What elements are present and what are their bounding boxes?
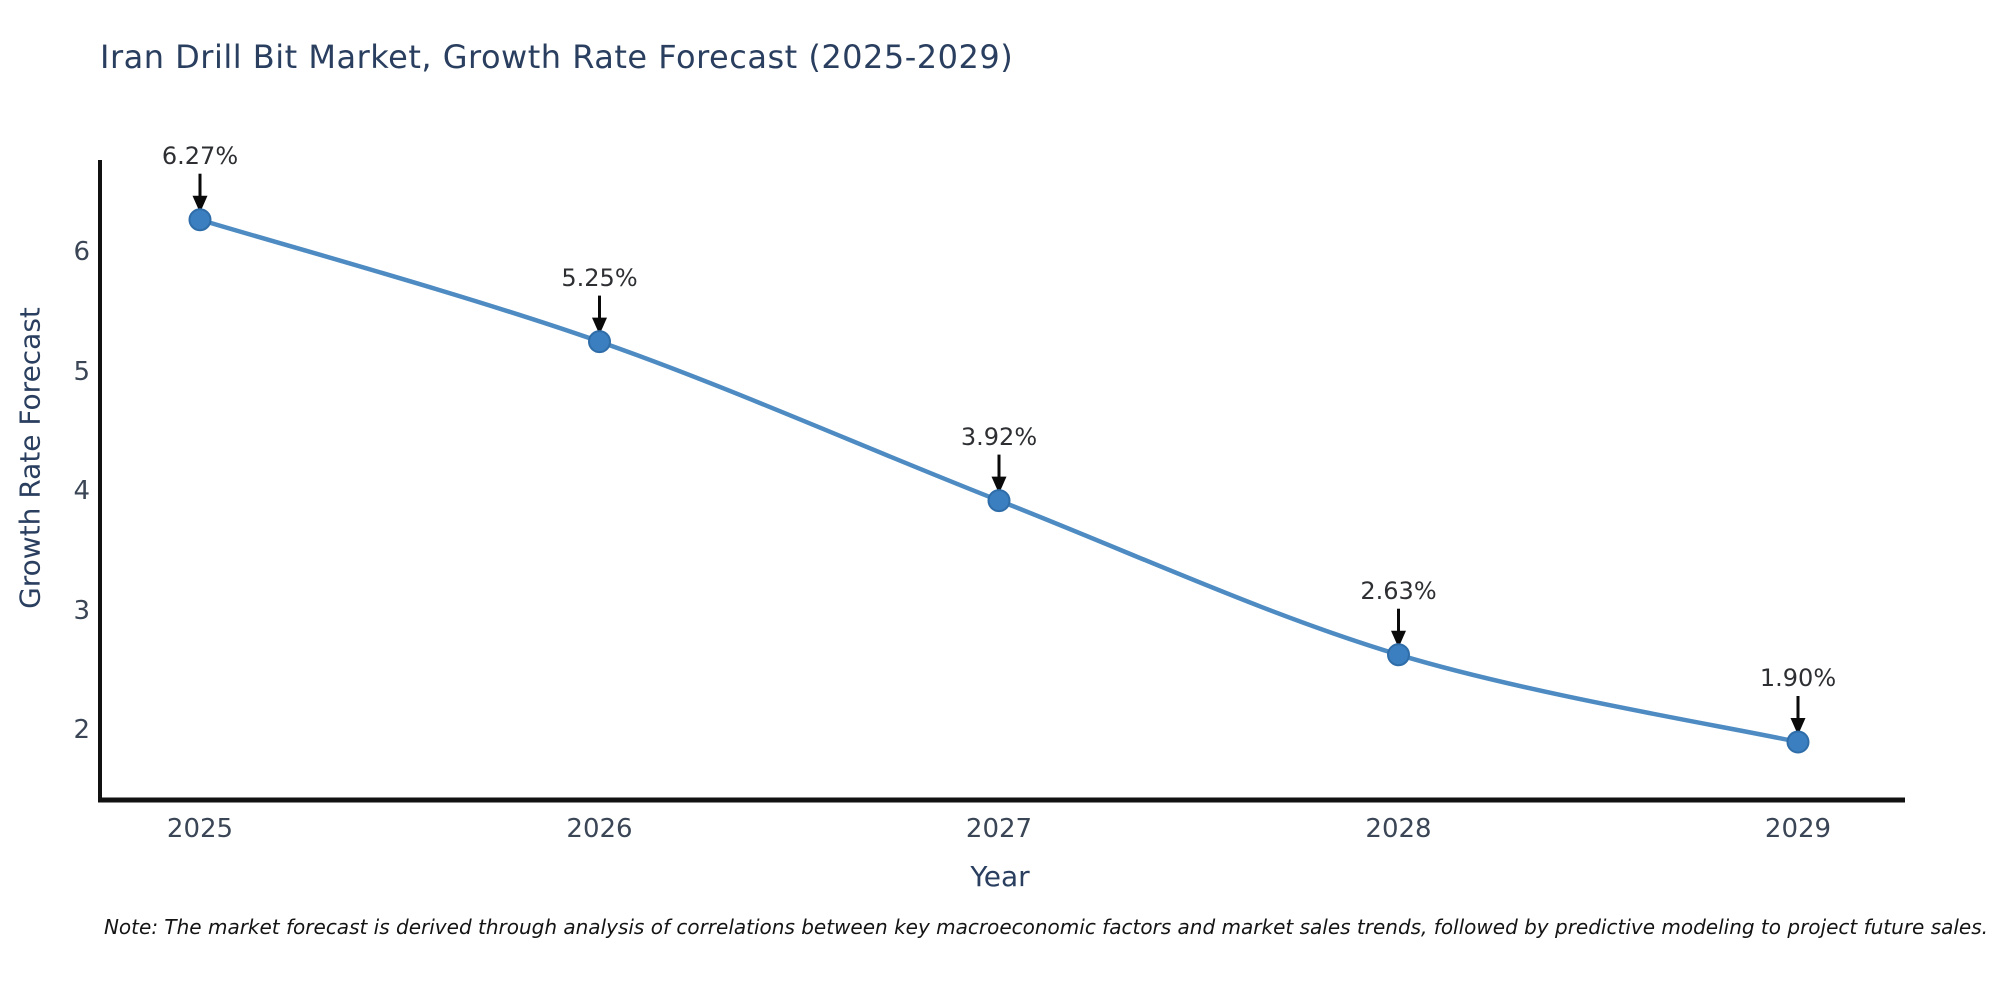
data-point-marker [188,208,212,232]
point-annotation-label: 5.25% [561,263,638,292]
data-point-marker [1786,730,1810,754]
x-tick-label: 2025 [166,814,234,844]
x-tick-label: 2029 [1764,814,1832,844]
x-tick-label: 2027 [965,814,1033,844]
y-axis-title: Growth Rate Forecast [13,307,47,609]
data-point-marker [588,330,611,354]
data-point-marker [1387,643,1410,667]
point-annotation-label: 6.27% [161,141,239,170]
annotation-arrowhead-icon [991,476,1007,494]
y-tick-label: 6 [73,237,90,267]
annotation-arrowhead-icon [592,317,607,335]
y-tick-label: 5 [73,356,90,387]
chart-title: Iran Drill Bit Market, Growth Rate Forec… [100,38,1014,76]
y-tick-label: 3 [73,595,90,626]
footnote: Note: The market forecast is derived thr… [103,915,1989,939]
x-tick-label: 2026 [566,814,633,844]
y-tick-label: 4 [73,476,90,506]
point-annotation-label: 3.92% [960,422,1038,451]
x-axis-title: Year [970,860,1030,893]
point-annotation-label: 1.90% [1759,663,1837,692]
annotation-arrowhead-icon [192,195,208,213]
data-point-marker [987,489,1011,513]
point-annotation-label: 2.63% [1360,576,1437,605]
y-tick-label: 2 [73,715,90,745]
x-tick-label: 2028 [1365,814,1432,844]
annotation-arrowhead-icon [1790,718,1806,735]
annotation-arrowhead-icon [1391,630,1406,648]
